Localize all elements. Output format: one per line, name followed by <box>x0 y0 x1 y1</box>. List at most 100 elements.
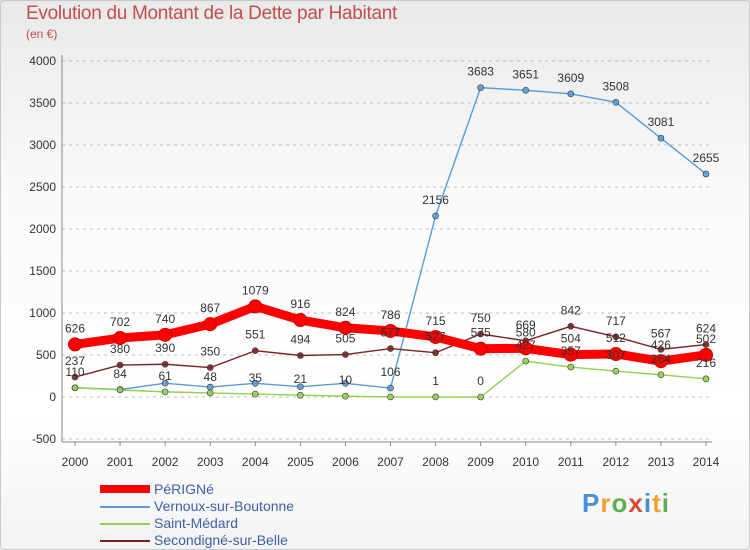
y-tick-label: 500 <box>36 348 56 362</box>
y-tick-label: 3500 <box>29 96 56 110</box>
x-tick-label: 2011 <box>558 455 584 469</box>
data-label: 750 <box>471 311 491 325</box>
data-point <box>473 341 488 356</box>
legend-label: PéRIGNé <box>154 481 214 497</box>
logo-letter: o <box>611 488 629 518</box>
data-point <box>342 351 349 358</box>
data-label: 580 <box>516 325 536 339</box>
proxiti-logo: Proxiti <box>582 488 670 519</box>
data-label: 390 <box>155 341 175 355</box>
data-point <box>293 313 308 328</box>
data-point <box>71 384 79 392</box>
data-point <box>297 383 304 390</box>
data-label: 717 <box>606 314 626 328</box>
data-point <box>342 380 349 387</box>
x-tick-label: 2008 <box>422 455 449 469</box>
x-tick-label: 2002 <box>152 455 179 469</box>
data-point <box>522 87 530 94</box>
x-tick-label: 2003 <box>197 455 224 469</box>
chart-title: Evolution du Montant de la Dette par Hab… <box>26 3 397 24</box>
data-point <box>387 345 394 352</box>
data-point <box>428 329 443 344</box>
data-point <box>567 322 575 330</box>
logo-letter: t <box>652 488 662 518</box>
x-tick-label: 2010 <box>512 455 539 469</box>
data-label: 48 <box>204 370 218 384</box>
data-label: 1079 <box>242 283 269 297</box>
x-tick-label: 2000 <box>62 455 89 469</box>
logo-letter: r <box>600 488 612 518</box>
data-point <box>612 333 620 341</box>
data-label: 35 <box>249 371 263 385</box>
data-point <box>248 299 263 314</box>
data-label: 237 <box>65 354 85 368</box>
data-point <box>387 384 394 392</box>
data-point <box>657 346 665 353</box>
data-point <box>702 341 710 348</box>
y-tick-label: 1000 <box>29 306 56 320</box>
data-point <box>477 393 484 401</box>
data-label: 3508 <box>603 79 630 93</box>
data-point <box>161 379 169 387</box>
data-point <box>522 357 530 365</box>
data-label: 3651 <box>512 67 539 81</box>
data-point <box>387 393 394 401</box>
data-point <box>206 364 214 371</box>
data-point <box>297 352 304 359</box>
data-point <box>68 337 82 352</box>
y-tick-label: 3000 <box>29 138 56 152</box>
data-point <box>702 375 710 383</box>
data-label: 3081 <box>648 115 675 129</box>
data-label: 10 <box>339 373 353 387</box>
data-point <box>338 320 353 335</box>
data-label: 2156 <box>422 193 449 207</box>
data-label: 669 <box>516 318 536 332</box>
data-point <box>383 323 398 338</box>
data-point <box>161 388 169 396</box>
data-point <box>116 386 124 394</box>
data-label: 21 <box>294 372 308 386</box>
data-label: 740 <box>155 312 175 326</box>
legend-swatch <box>100 506 150 508</box>
data-label: 626 <box>65 321 85 335</box>
data-point <box>612 99 620 106</box>
x-tick-label: 2012 <box>603 455 630 469</box>
data-point <box>158 327 173 342</box>
data-label: 505 <box>335 332 355 346</box>
data-label: 824 <box>335 305 355 319</box>
legend-swatch <box>100 540 150 542</box>
data-label: 3609 <box>557 71 584 85</box>
y-tick-label: -500 <box>32 432 56 446</box>
data-point <box>113 331 128 346</box>
data-point <box>71 373 79 381</box>
data-label: 264 <box>651 352 671 366</box>
data-point <box>342 392 349 400</box>
data-label: 512 <box>606 331 626 345</box>
data-label: 84 <box>113 367 127 381</box>
data-point <box>702 170 710 178</box>
data-label: 357 <box>561 344 581 358</box>
data-point <box>297 391 304 399</box>
legend-swatch <box>100 485 150 493</box>
line-chart: -500050010001500200025003000350040002000… <box>29 54 720 469</box>
data-point <box>432 212 439 220</box>
x-tick-label: 2006 <box>332 455 359 469</box>
data-label: 380 <box>110 342 130 356</box>
data-label: 61 <box>158 369 172 383</box>
data-point <box>477 84 484 91</box>
data-label: 575 <box>471 326 491 340</box>
data-label: 504 <box>561 332 581 346</box>
data-label: 786 <box>380 308 400 322</box>
data-label: 106 <box>380 365 400 379</box>
data-label: 567 <box>651 326 671 340</box>
data-label: 350 <box>200 345 220 359</box>
legend-label: Secondigné-sur-Belle <box>154 532 288 548</box>
data-point <box>608 346 623 361</box>
data-label: 427 <box>516 338 536 352</box>
x-tick-label: 2014 <box>693 455 720 469</box>
unit-label: (en €) <box>26 27 58 41</box>
data-label: 577 <box>380 326 400 340</box>
data-point <box>612 367 620 375</box>
data-label: 307 <box>606 348 626 362</box>
data-point <box>251 390 259 398</box>
